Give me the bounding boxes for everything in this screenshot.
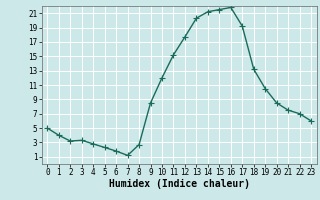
X-axis label: Humidex (Indice chaleur): Humidex (Indice chaleur)	[109, 179, 250, 189]
